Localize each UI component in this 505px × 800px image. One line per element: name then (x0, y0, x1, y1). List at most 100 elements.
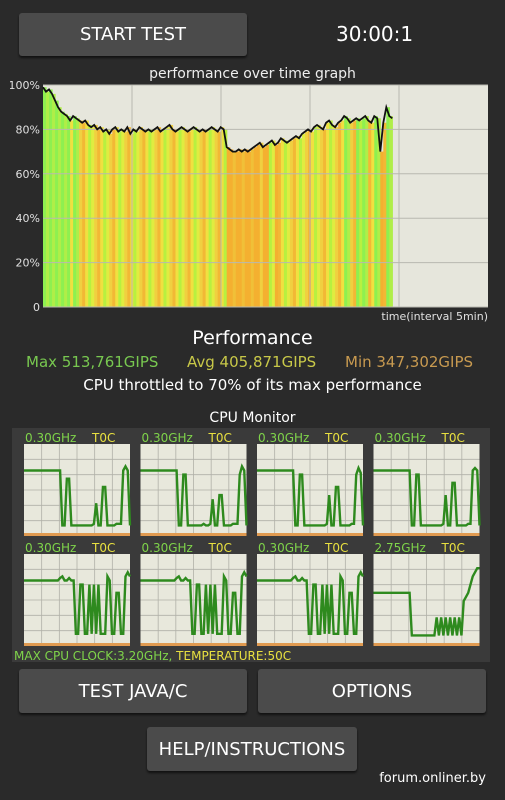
heat-bar (380, 151, 384, 307)
cpu-core-trace (373, 567, 480, 637)
heat-bar (235, 151, 240, 307)
heat-bar (359, 120, 363, 307)
heat-bar (115, 127, 119, 308)
heat-bar (353, 120, 357, 307)
cpu-core-frequency: 0.30GHz (142, 431, 193, 445)
cpu-core-graph: 0.30GHz T0C (257, 541, 365, 646)
heat-bar (317, 124, 321, 308)
heat-bar (124, 131, 128, 307)
heat-bar (347, 118, 351, 307)
heat-bar (229, 149, 234, 307)
heat-bar (253, 147, 258, 307)
heat-bar (199, 131, 204, 307)
heat-bar (271, 140, 276, 307)
cpu-core-temperature: T0C (208, 431, 232, 445)
heat-bar (356, 118, 360, 307)
heat-bar (314, 127, 318, 308)
heat-bar (175, 131, 180, 307)
heat-bar (181, 127, 186, 308)
heat-bar (338, 122, 342, 307)
heat-bar (151, 131, 156, 307)
heat-bar (362, 118, 366, 307)
cpu-monitor-title: CPU Monitor (209, 410, 296, 426)
heat-bar (329, 120, 333, 307)
heat-bar (350, 122, 354, 307)
heat-bar (205, 131, 210, 307)
cpu-core-graph: 0.30GHz T0C (140, 431, 248, 536)
heat-bar (79, 120, 83, 307)
cpu-core-frequency: 2.75GHz (375, 541, 426, 555)
heat-bar (383, 122, 387, 307)
test-java-c-button[interactable]: TEST JAVA/C (19, 669, 247, 713)
heat-bar (49, 89, 53, 307)
avg-performance: Avg 405,871GIPS (187, 353, 317, 371)
heat-bar (326, 122, 330, 307)
heat-bar (341, 120, 345, 307)
max-cpu-clock: MAX CPU CLOCK:3.20GHz, (14, 649, 173, 663)
heat-bar (386, 107, 390, 307)
cpu-core-temperature: T0C (91, 541, 115, 555)
heat-bar (374, 116, 378, 307)
heat-bar (139, 127, 143, 308)
heat-bar (298, 138, 303, 307)
heat-bar (46, 91, 50, 307)
x-axis-label: time(interval 5min) (381, 310, 488, 323)
heat-bar (220, 127, 225, 308)
y-tick-label: 100% (10, 79, 40, 92)
cpu-core-graph: 0.30GHz T0C (373, 431, 481, 536)
heat-bar (289, 140, 294, 307)
heat-bar (127, 127, 131, 308)
cpu-temperature: TEMPERATURE:50C (176, 649, 292, 663)
heat-bar (109, 133, 113, 307)
heat-bar (292, 138, 297, 307)
heat-bar (187, 131, 192, 307)
heat-bar (241, 151, 246, 307)
throttle-message: CPU throttled to 70% of its max performa… (83, 376, 422, 394)
heat-bar (268, 142, 273, 307)
heat-bar (274, 144, 279, 307)
heat-bar (311, 131, 315, 307)
heat-bar (67, 116, 71, 307)
heat-bar (259, 142, 264, 307)
heat-bar (43, 87, 47, 307)
cpu-core-baseline (257, 533, 363, 536)
heat-bar (295, 136, 300, 307)
y-tick-label: 20% (16, 257, 40, 270)
heat-bar (160, 131, 165, 307)
heat-bar (91, 127, 95, 308)
cpu-core-temperature: T0C (441, 541, 465, 555)
cpu-core-graph: 0.30GHz T0C (140, 541, 248, 646)
heat-bar (283, 140, 288, 307)
heat-bar (136, 131, 140, 307)
heat-bar (332, 124, 336, 308)
help-instructions-button[interactable]: HELP/INSTRUCTIONS (147, 727, 357, 771)
heat-bar (389, 116, 393, 307)
heat-bar (371, 122, 375, 307)
cpu-core-frequency: 0.30GHz (25, 541, 76, 555)
heat-bar (145, 131, 149, 307)
heat-bar (64, 113, 68, 307)
y-tick-label: 60% (16, 168, 40, 181)
cpu-core-temperature: T0C (441, 431, 465, 445)
heat-bar (169, 124, 174, 308)
heat-bar (265, 144, 270, 307)
performance-graph: 100% 80% 60% 40% 20% 0 time(interval 5min) (10, 79, 488, 323)
heat-bar (52, 93, 56, 307)
cpu-core-baseline (140, 533, 247, 536)
cpu-core-frequency: 0.30GHz (258, 431, 309, 445)
test-timer: 30:00:1 (336, 22, 414, 46)
heat-bar (344, 116, 348, 307)
heat-bar (244, 149, 249, 307)
cpu-core-frequency: 0.30GHz (375, 431, 426, 445)
cpu-core-frequency: 0.30GHz (258, 541, 309, 555)
cpu-core-trace (373, 466, 481, 527)
heat-bar (226, 147, 231, 307)
heat-bar (211, 127, 216, 308)
cpu-core-temperature: T0C (208, 541, 232, 555)
y-tick-label: 40% (16, 212, 40, 225)
heat-bar (304, 131, 309, 307)
heat-bar (377, 118, 381, 307)
heat-bar (250, 149, 255, 307)
options-button[interactable]: OPTIONS (258, 669, 486, 713)
start-test-button[interactable]: START TEST (19, 13, 247, 56)
